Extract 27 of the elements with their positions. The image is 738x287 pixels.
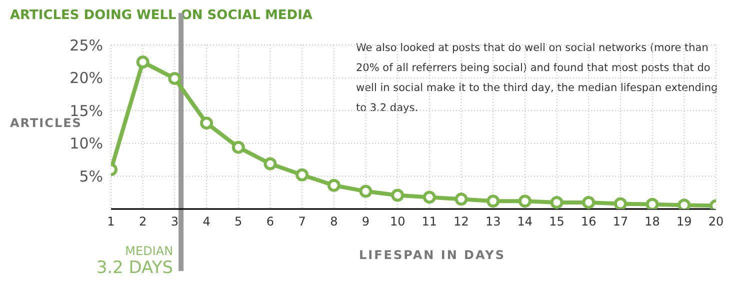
x-tick-label: 2 bbox=[139, 214, 147, 229]
x-tick-label: 14 bbox=[517, 214, 533, 229]
x-tick-label: 5 bbox=[234, 214, 242, 229]
x-tick-label: 9 bbox=[362, 214, 370, 229]
y-axis-title: ARTICLES bbox=[10, 116, 82, 130]
x-axis-title: LIFESPAN IN DAYS bbox=[359, 248, 506, 262]
x-tick-label: 10 bbox=[390, 214, 406, 229]
x-tick-label: 8 bbox=[330, 214, 338, 229]
x-tick-label: 1 bbox=[107, 214, 115, 229]
x-tick-label: 12 bbox=[454, 214, 469, 229]
y-tick-label: 5% bbox=[79, 168, 103, 186]
x-tick-label: 6 bbox=[266, 214, 274, 229]
x-tick-label: 7 bbox=[298, 214, 306, 229]
x-tick-label: 16 bbox=[580, 214, 596, 229]
x-tick-label: 19 bbox=[676, 214, 692, 229]
x-tick-label: 17 bbox=[612, 214, 628, 229]
y-tick-label: 20% bbox=[70, 69, 103, 88]
x-tick-label: 11 bbox=[422, 214, 438, 229]
x-tick-label: 18 bbox=[644, 214, 660, 229]
x-tick-label: 20 bbox=[708, 214, 724, 229]
x-tick-label: 15 bbox=[549, 214, 564, 229]
ref-line-label: MEDIAN 3.2 DAYS bbox=[96, 244, 174, 278]
x-tick-label: 3 bbox=[170, 214, 179, 229]
x-tick-label: 4 bbox=[202, 214, 210, 229]
y-tick-label: 10% bbox=[70, 134, 103, 153]
y-tick-label: 25% bbox=[70, 36, 103, 54]
x-tick-label: 13 bbox=[485, 214, 501, 229]
